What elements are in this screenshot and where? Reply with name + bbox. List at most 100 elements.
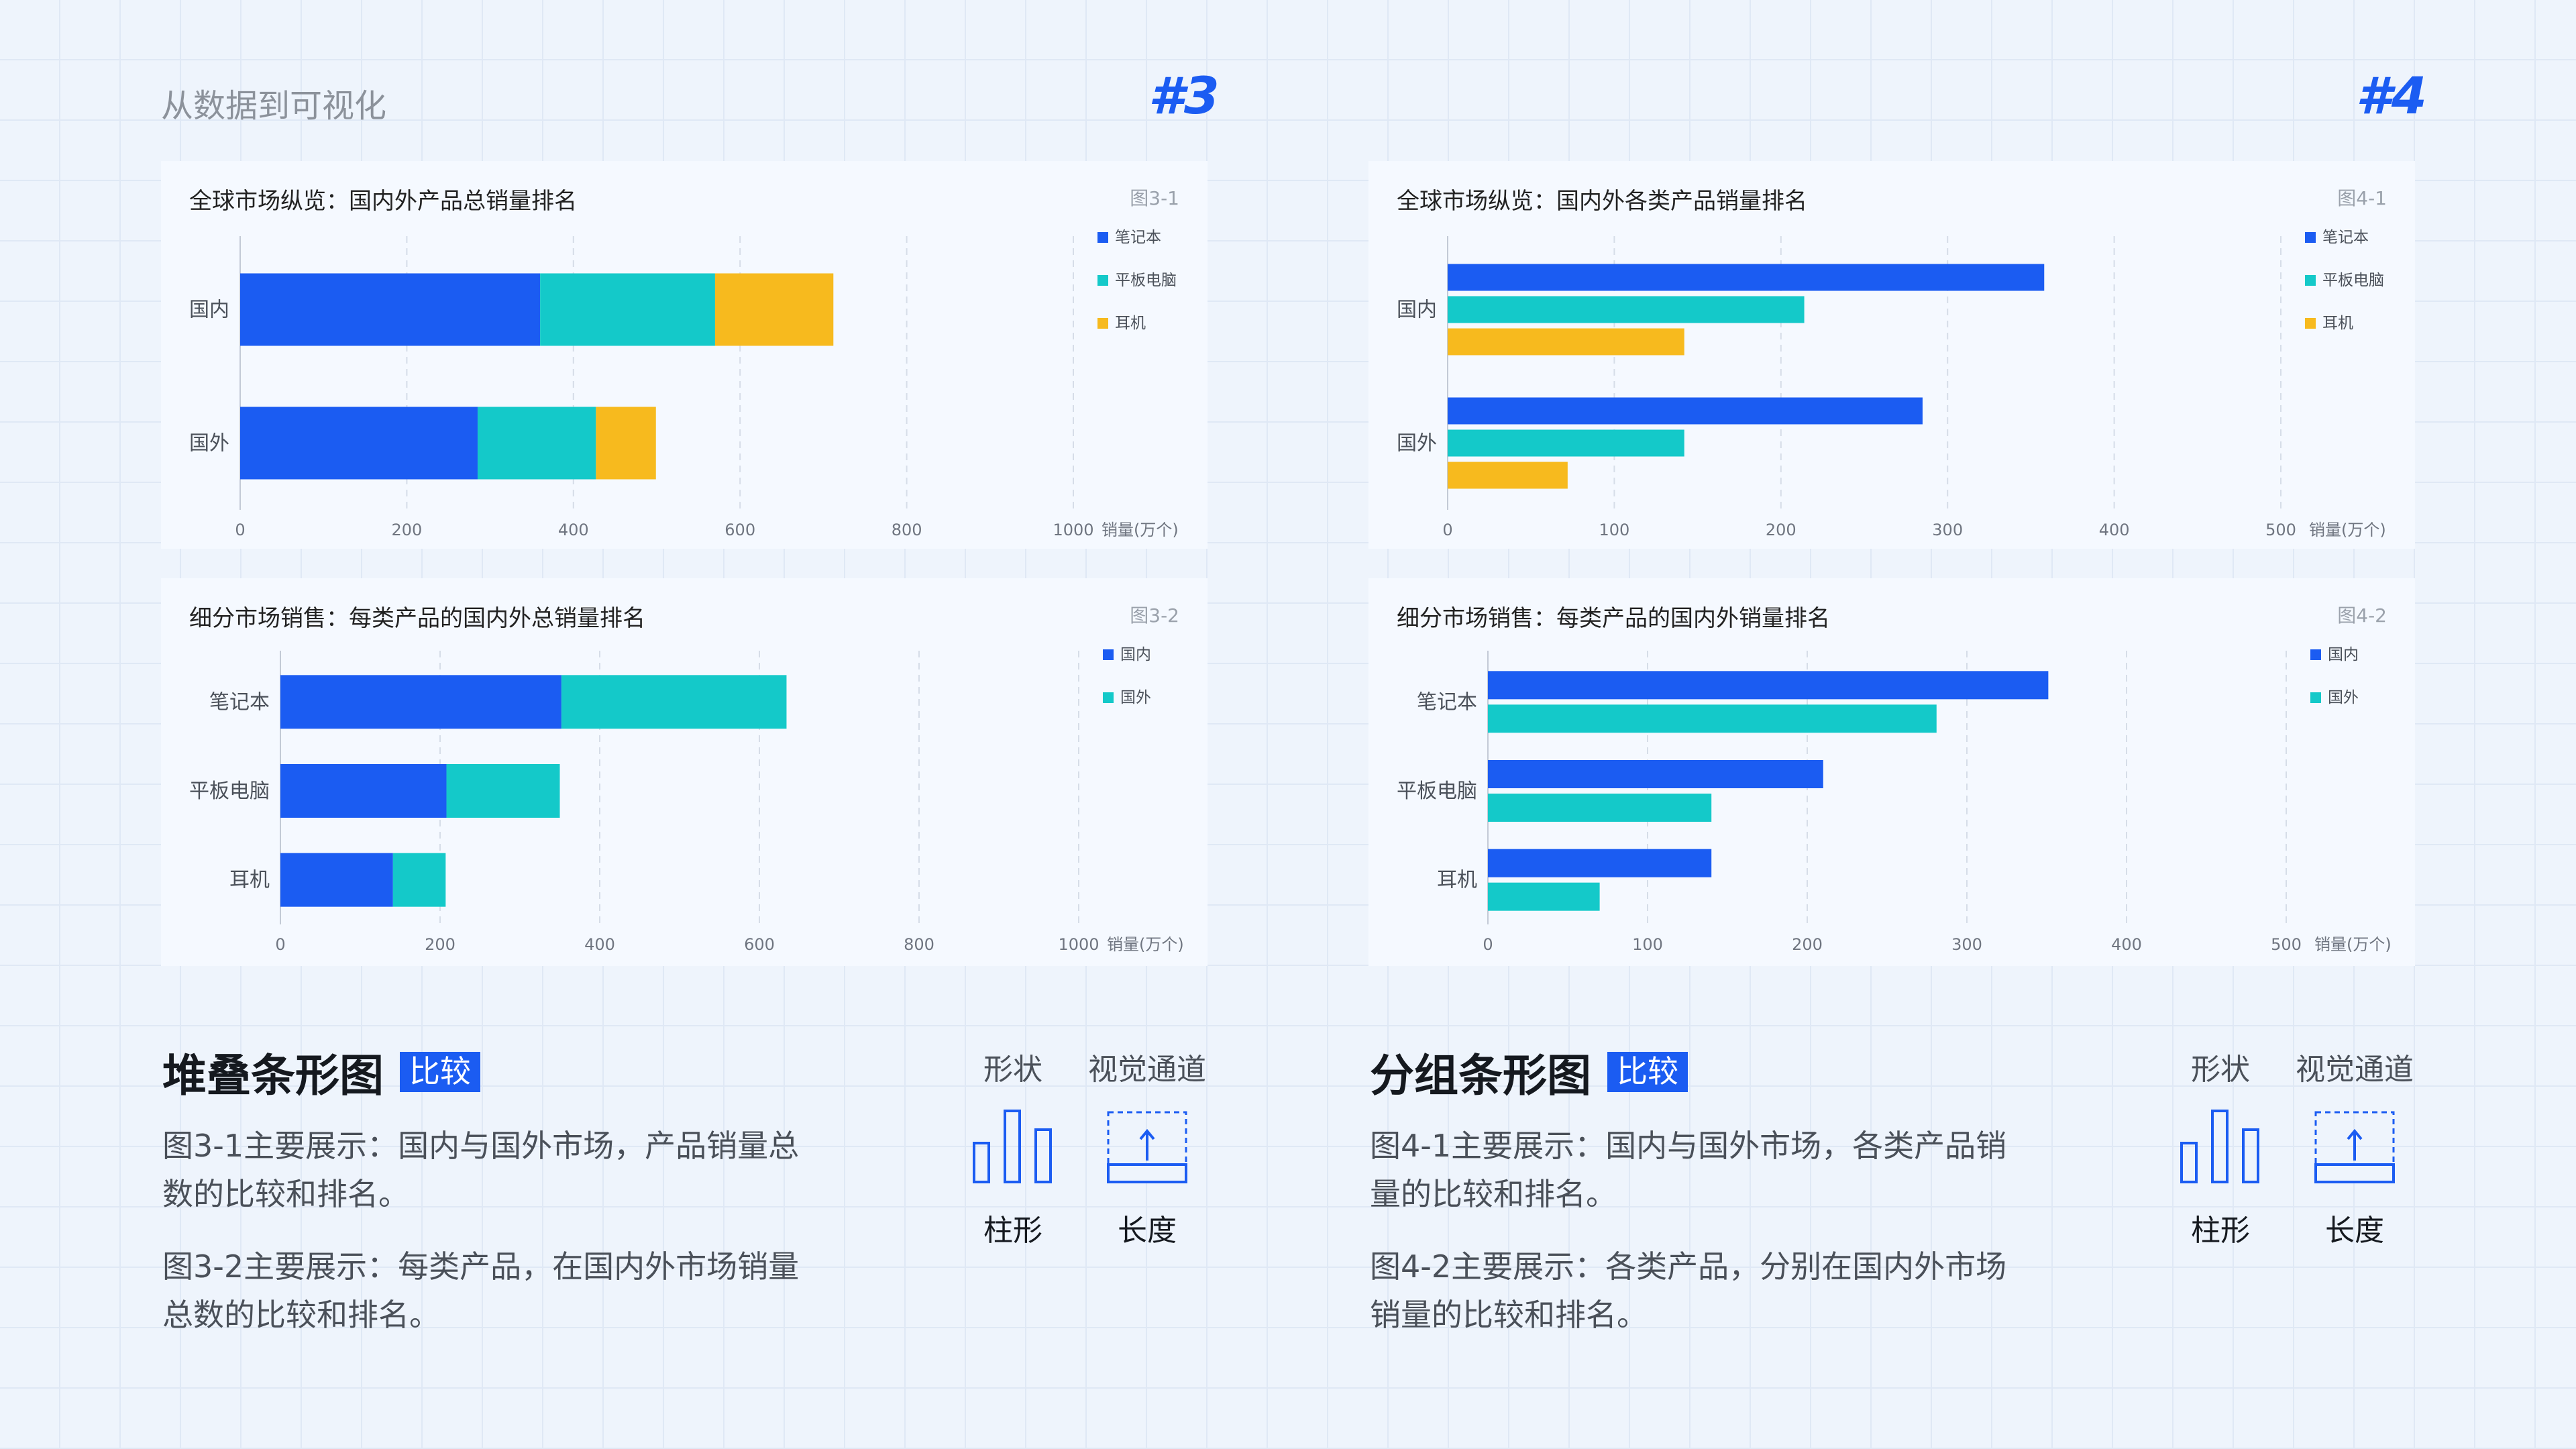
legend-swatch [1097,275,1108,286]
shape-heading: 形状 [2191,1053,2250,1087]
legend-label: 耳机 [2322,315,2353,332]
channel-label: 长度 [1118,1214,1177,1248]
x-axis-label: 销量(万个) [2314,935,2392,954]
x-tick-label: 300 [1951,935,1982,954]
bar [1488,882,1600,911]
bar-segment [446,764,560,818]
x-tick-label: 1000 [1058,935,1099,954]
legend-swatch [1103,649,1114,660]
category-tag: 比较 [400,1051,480,1093]
chart-title: 细分市场销售：每类产品的国内外销量排名 [1397,605,1830,632]
category-label: 国外 [189,432,229,455]
section-stacked: 堆叠条形图 比较 图3-1主要展示：国内与国外市场，产品销量总数的比较和排名。 … [162,1040,1209,1375]
bar [1448,397,1923,425]
x-tick-label: 500 [2271,935,2302,954]
x-tick-label: 300 [1932,521,1963,539]
x-tick-label: 200 [1766,521,1796,539]
chart-title: 细分市场销售：每类产品的国内外总销量排名 [189,605,645,632]
legend-label: 平板电脑 [2322,272,2384,289]
channel-heading: 视觉通道 [2296,1053,2414,1087]
category-label: 耳机 [1437,869,1477,892]
chart-label: 图4-1 [2337,187,2387,209]
x-tick-label: 0 [1442,521,1452,539]
x-tick-label: 400 [2111,935,2142,954]
section-title: 堆叠条形图 [162,1050,384,1102]
legend-label: 国内 [2328,646,2359,663]
category-label: 平板电脑 [189,780,270,803]
chart-card-fig3-2: 细分市场销售：每类产品的国内外总销量排名 图3-2 0 200 400 600 800 1… [161,578,1208,966]
bar-segment [280,853,393,907]
bar-segment [561,675,787,729]
x-tick-label: 600 [744,935,775,954]
section-header: 堆叠条形图 比较 [162,1040,480,1104]
legend-swatch [2310,649,2321,660]
page-number-left: #3 [1148,66,1220,125]
bar [1448,296,1805,323]
x-tick-label: 200 [1792,935,1823,954]
category-label: 国内 [189,299,229,322]
bar [1488,704,1937,733]
legend-label: 国内 [1120,646,1151,663]
x-axis-label: 销量(万个) [2309,521,2386,539]
x-tick-label: 0 [1483,935,1493,954]
description-2: 图3-2主要展示：每类产品，在国内外市场销量总数的比较和排名。 [162,1248,800,1333]
channel-heading: 视觉通道 [1088,1053,1206,1087]
chart-card-fig3-1: 全球市场纵览：国内外产品总销量排名 图3-1 0 200 400 600 800 1000… [161,161,1208,549]
bar-shape-icon [973,1110,1052,1183]
bar-segment [596,407,656,480]
category-label: 笔记本 [1417,690,1477,714]
x-tick-label: 500 [2265,521,2296,539]
chart-card-fig4-1: 全球市场纵览：国内外各类产品销量排名 图4-1 0 100 200 300 400 500… [1368,161,2415,549]
bar [1488,671,2049,700]
category-label: 国内 [1397,299,1437,322]
bar [1448,264,2045,291]
bar-segment [714,273,834,346]
description-1: 图4-1主要展示：国内与国外市场，各类产品销量的比较和排名。 [1370,1128,2007,1212]
category-tag: 比较 [1607,1051,1688,1093]
chart-card-fig4-2: 细分市场销售：每类产品的国内外销量排名 图4-2 0 100 200 300 400 50… [1368,578,2415,966]
category-label: 平板电脑 [1397,780,1477,803]
description-2: 图4-2主要展示：各类产品，分别在国内外市场销量的比较和排名。 [1370,1248,2007,1333]
bar-segment [280,675,561,729]
x-tick-label: 100 [1599,521,1629,539]
section-title: 分组条形图 [1370,1050,1591,1102]
bar [1448,328,1684,356]
category-label: 笔记本 [209,690,270,714]
bar-segment [477,407,596,480]
x-axis-label: 销量(万个) [1102,521,1179,539]
x-tick-label: 600 [724,521,755,539]
legend-label: 平板电脑 [1115,272,1177,289]
x-axis-label: 销量(万个) [1107,935,1184,954]
legend-swatch [2305,275,2316,286]
x-tick-label: 0 [275,935,285,954]
legend-swatch [2305,232,2316,243]
shape-label: 柱形 [2191,1214,2250,1248]
bar [1488,849,1712,877]
x-tick-label: 100 [1632,935,1663,954]
legend-swatch [2310,692,2321,703]
bar-segment [240,273,541,346]
legend-label: 笔记本 [1115,229,1161,246]
page-title: 从数据到可视化 [161,87,387,125]
legend-swatch [2305,318,2316,329]
description-1: 图3-1主要展示：国内与国外市场，产品销量总数的比较和排名。 [162,1128,800,1212]
shape-heading: 形状 [983,1053,1042,1087]
bar [1448,462,1568,489]
bar-shape-icon [2180,1110,2259,1183]
x-tick-label: 400 [558,521,589,539]
legend-label: 耳机 [1115,315,1146,332]
x-tick-label: 0 [235,521,245,539]
bar-segment [240,407,478,480]
length-channel-icon [2314,1111,2395,1183]
legend-label: 国外 [1120,689,1151,706]
x-tick-label: 800 [892,521,922,539]
chart-label: 图3-1 [1130,187,1179,209]
x-tick-label: 200 [425,935,455,954]
x-tick-label: 400 [584,935,615,954]
x-tick-label: 800 [904,935,934,954]
legend-label: 国外 [2328,689,2359,706]
chart-title: 全球市场纵览：国内外产品总销量排名 [189,188,577,215]
legend-swatch [1103,692,1114,703]
